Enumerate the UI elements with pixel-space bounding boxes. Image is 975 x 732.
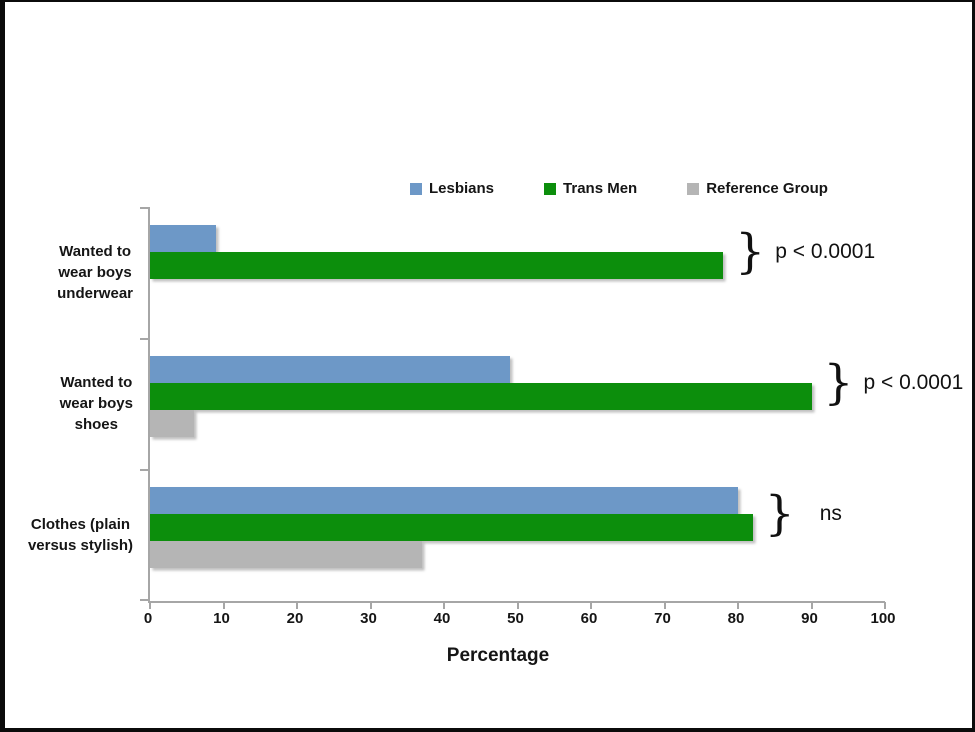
x-tick-label-40: 40 — [433, 610, 451, 627]
legend-item-reference-group: Reference Group — [687, 180, 828, 197]
x-axis-tick — [369, 602, 372, 609]
y-axis-tick — [140, 469, 149, 471]
bar-trans-men-clothes-plain-versus-stylish — [150, 514, 753, 541]
x-axis-tick — [884, 602, 886, 609]
x-tick-label-50: 50 — [507, 610, 524, 627]
bar-group-wanted-to-wear-boys-shoes — [150, 338, 885, 469]
bar-lesbians-clothes-plain-versus-stylish — [150, 487, 738, 514]
x-tick-label-20: 20 — [286, 610, 304, 627]
x-axis-tick-labels: 0 10 20 30 40 50 60 70 80 90 100 — [144, 610, 896, 632]
legend-swatch-lesbians — [410, 182, 422, 195]
x-tick-label-70: 70 — [654, 610, 671, 627]
plot-area — [140, 207, 886, 609]
legend-item-lesbians: Lesbians — [410, 180, 494, 197]
x-axis-tick — [222, 602, 225, 609]
legend-label: Trans Men — [563, 180, 638, 197]
category-label-clothes-plain-versus-stylish: Clothes (plain versus stylish) — [27, 515, 133, 554]
bar-group-clothes-plain-versus-stylish — [150, 469, 885, 600]
x-axis-title: Percentage — [446, 645, 550, 666]
x-axis-tick — [810, 602, 813, 609]
chart-legend: Lesbians Trans Men Reference Group — [410, 180, 828, 197]
x-tick-label-0: 0 — [143, 610, 153, 627]
brace-icon: } — [764, 486, 795, 542]
significance-label-wanted-to-wear-boys-underwear: p < 0.0001 — [775, 240, 876, 263]
bar-reference-group-clothes-plain-versus-stylish — [150, 541, 422, 568]
bar-reference-group-wanted-to-wear-boys-shoes — [150, 410, 195, 437]
x-axis-tick — [663, 602, 666, 609]
x-tick-label-10: 10 — [213, 610, 230, 627]
x-tick-label-100: 100 — [870, 610, 896, 627]
brace-icon: } — [735, 224, 766, 280]
legend-item-trans-men: Trans Men — [544, 180, 637, 197]
category-label-wanted-to-wear-boys-underwear: Wanted to wear boys underwear — [57, 243, 133, 302]
x-tick-label-90: 90 — [801, 610, 818, 627]
brace-icon: } — [823, 355, 854, 411]
x-tick-label-30: 30 — [360, 610, 377, 627]
legend-swatch-reference-group — [687, 182, 700, 195]
x-tick-label-80: 80 — [727, 610, 745, 627]
legend-label: Lesbians — [429, 180, 495, 197]
x-axis-tick — [296, 602, 298, 609]
significance-label-wanted-to-wear-boys-shoes: p < 0.0001 — [863, 371, 964, 394]
category-label-wanted-to-wear-boys-shoes: Wanted to wear boys shoes — [59, 374, 133, 433]
x-axis-tick — [590, 602, 592, 609]
y-axis-tick — [140, 207, 149, 209]
category-axis-labels: Wanted to wear boys underwear Wanted to wear… — [7, 207, 143, 601]
x-axis-tick — [516, 602, 519, 609]
y-axis-tick — [140, 338, 149, 340]
x-axis-tick — [737, 602, 739, 609]
x-axis-tick — [149, 602, 151, 609]
y-axis-tick — [140, 599, 149, 601]
bar-group-wanted-to-wear-boys-underwear — [150, 207, 885, 338]
legend-swatch-trans-men — [544, 182, 557, 195]
bar-trans-men-wanted-to-wear-boys-shoes — [150, 383, 812, 410]
significance-label-clothes-plain-versus-stylish: ns — [819, 502, 842, 525]
bar-lesbians-wanted-to-wear-boys-underwear — [150, 225, 217, 252]
bar-trans-men-wanted-to-wear-boys-underwear — [150, 252, 724, 279]
bar-lesbians-wanted-to-wear-boys-shoes — [150, 356, 511, 383]
x-tick-label-60: 60 — [580, 610, 598, 627]
x-axis-tick — [443, 602, 445, 609]
legend-label: Reference Group — [706, 180, 828, 197]
